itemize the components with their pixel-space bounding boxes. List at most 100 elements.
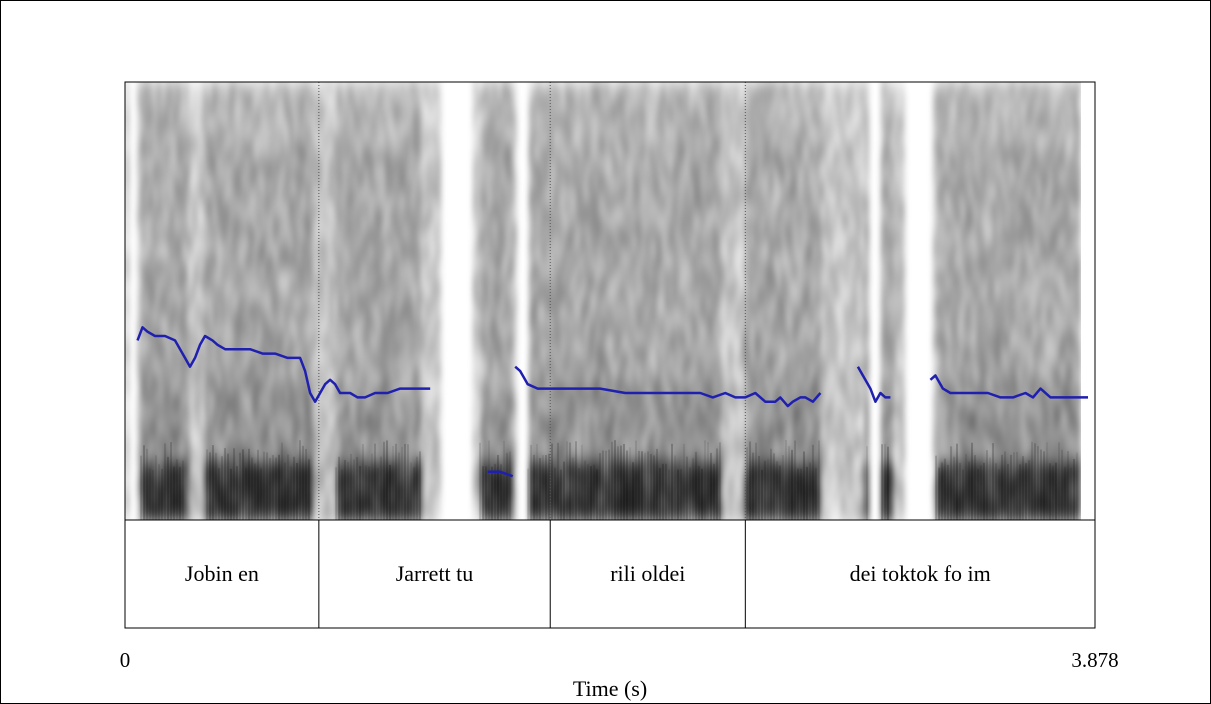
spectrogram-cell [145, 342, 149, 352]
spectrogram-cell [529, 272, 533, 282]
spectrogram-cell [337, 472, 341, 482]
spectrogram-cell [229, 372, 233, 382]
spectrogram-cell [529, 442, 533, 452]
spectrogram-cell [185, 222, 189, 232]
spectrogram-cell [297, 182, 301, 192]
spectrogram-cell [413, 142, 417, 152]
spectrogram-cell [321, 272, 325, 282]
spectrogram-cell [537, 102, 541, 112]
spectrogram-cell [149, 292, 153, 302]
spectrogram-cell [617, 122, 621, 132]
spectrogram-cell [329, 442, 333, 452]
spectrogram-cell [237, 322, 241, 332]
spectrogram-cell [601, 402, 605, 412]
spectrogram-cell [269, 252, 273, 262]
spectrogram-cell [153, 212, 157, 222]
spectrogram-cell [613, 322, 617, 332]
spectrogram-cell [413, 492, 417, 502]
spectrogram-cell [153, 502, 157, 512]
spectrogram-cell [501, 272, 505, 282]
spectrogram-cell [145, 382, 149, 392]
spectrogram-cell [417, 242, 421, 252]
spectrogram-cell [137, 112, 141, 122]
spectrogram-cell [613, 462, 617, 472]
spectrogram-cell [537, 492, 541, 502]
spectrogram-cell [325, 122, 329, 132]
spectrogram-cell [565, 342, 569, 352]
spectrogram-cell [273, 472, 277, 482]
spectrogram-cell [225, 112, 229, 122]
spectrogram-cell [537, 392, 541, 402]
spectrogram-cell [473, 172, 477, 182]
spectrogram-cell [601, 132, 605, 142]
spectrogram-cell [629, 92, 633, 102]
spectrogram-cell [221, 422, 225, 432]
spectrogram-cell [473, 282, 477, 292]
spectrogram-cell [545, 332, 549, 342]
spectrogram-cell [341, 342, 345, 352]
spectrogram-cell [357, 302, 361, 312]
spectrogram-cell [569, 322, 573, 332]
spectrogram-cell [549, 272, 553, 282]
spectrogram-cell [281, 282, 285, 292]
spectrogram-cell [577, 502, 581, 512]
spectrogram-cell [493, 102, 497, 112]
spectrogram-cell [345, 232, 349, 242]
spectrogram-cell [149, 232, 153, 242]
spectrogram-cell [569, 452, 573, 462]
spectrogram-cell [409, 432, 413, 442]
spectrogram-cell [141, 442, 145, 452]
spectrogram-cell [177, 412, 181, 422]
spectrogram-cell [377, 352, 381, 362]
spectrogram-cell [593, 342, 597, 352]
spectrogram-cell [585, 112, 589, 122]
spectrogram-cell [417, 402, 421, 412]
spectrogram-cell [169, 352, 173, 362]
spectrogram-cell [277, 152, 281, 162]
spectrogram-cell [629, 252, 633, 262]
spectrogram-cell [561, 412, 565, 422]
spectrogram-cell [181, 82, 185, 92]
spectrogram-cell [409, 242, 413, 252]
spectrogram-cell [257, 392, 261, 402]
spectrogram-cell [337, 272, 341, 282]
spectrogram-cell [249, 132, 253, 142]
spectrogram-cell [353, 332, 357, 342]
spectrogram-cell [277, 222, 281, 232]
spectrogram-cell [553, 82, 557, 92]
spectrogram-cell [625, 452, 629, 462]
spectrogram-cell [245, 472, 249, 482]
spectrogram-cell [585, 392, 589, 402]
spectrogram-cell [513, 342, 517, 352]
spectrogram-cell [417, 482, 421, 492]
spectrogram-cell [125, 392, 129, 402]
spectrogram-cell [501, 152, 505, 162]
spectrogram-cell [293, 112, 297, 122]
spectrogram-cell [541, 332, 545, 342]
spectrogram-cell [577, 392, 581, 402]
spectrogram-cell [153, 162, 157, 172]
spectrogram-cell [581, 462, 585, 472]
spectrogram-cell [357, 342, 361, 352]
spectrogram-cell [165, 102, 169, 112]
spectrogram-cell [173, 182, 177, 192]
spectrogram-cell [625, 492, 629, 502]
spectrogram-cell [221, 192, 225, 202]
spectrogram-cell [301, 112, 305, 122]
spectrogram-cell [369, 412, 373, 422]
spectrogram-cell [621, 92, 625, 102]
spectrogram-cell [325, 82, 329, 92]
spectrogram-cell [281, 132, 285, 142]
spectrogram-cell [361, 472, 365, 482]
spectrogram-cell [157, 242, 161, 252]
spectrogram-cell [377, 162, 381, 172]
spectrogram-cell [377, 152, 381, 162]
spectrogram-cell [277, 432, 281, 442]
spectrogram-cell [273, 372, 277, 382]
spectrogram-cell [209, 152, 213, 162]
spectrogram-cell [201, 492, 205, 502]
spectrogram-cell [261, 342, 265, 352]
spectrogram-cell [537, 362, 541, 372]
spectrogram-cell [145, 412, 149, 422]
